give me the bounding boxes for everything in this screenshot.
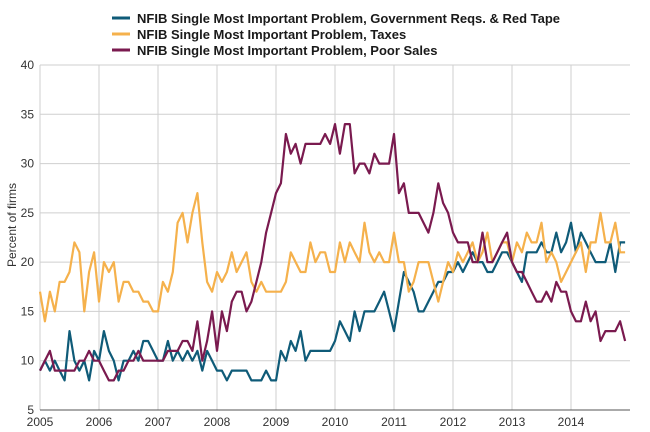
series-line-2 xyxy=(38,192,626,323)
x-tick-label: 2011 xyxy=(381,415,407,429)
x-tick-label: 2007 xyxy=(145,415,172,429)
x-tick-label: 2013 xyxy=(499,415,526,429)
legend-label-3: NFIB Single Most Important Problem, Poor… xyxy=(137,43,438,58)
x-tick-label: 2010 xyxy=(322,415,349,429)
x-tick-label: 2006 xyxy=(86,415,113,429)
chart-axes: 5 10 15 20 25 30 35 40 2005 2006 2007 2008 2009 2010 2… xyxy=(21,58,630,429)
chart-series xyxy=(38,123,627,382)
legend-label-2: NFIB Single Most Important Problem, Taxe… xyxy=(137,27,406,42)
y-tick-label: 5 xyxy=(27,403,34,417)
chart-legend: NFIB Single Most Important Problem, Gove… xyxy=(112,11,560,58)
x-tick-label: 2012 xyxy=(440,415,467,429)
y-axis-title: Percent of firms xyxy=(5,183,19,267)
y-tick-label: 25 xyxy=(21,206,35,220)
x-tick-label: 2009 xyxy=(263,415,290,429)
x-tick-label: 2005 xyxy=(27,415,54,429)
y-tick-label: 35 xyxy=(21,107,35,121)
series-line-1 xyxy=(39,221,626,382)
x-tick-label: 2008 xyxy=(204,415,231,429)
y-tick-label: 20 xyxy=(21,255,35,269)
series-line-3 xyxy=(39,123,627,382)
y-tick-label: 10 xyxy=(21,354,35,368)
x-tick-label: 2014 xyxy=(558,415,585,429)
y-tick-label: 30 xyxy=(21,157,35,171)
y-tick-label: 40 xyxy=(21,58,35,72)
y-tick-label: 15 xyxy=(21,304,35,318)
legend-label-1: NFIB Single Most Important Problem, Gove… xyxy=(137,11,560,26)
